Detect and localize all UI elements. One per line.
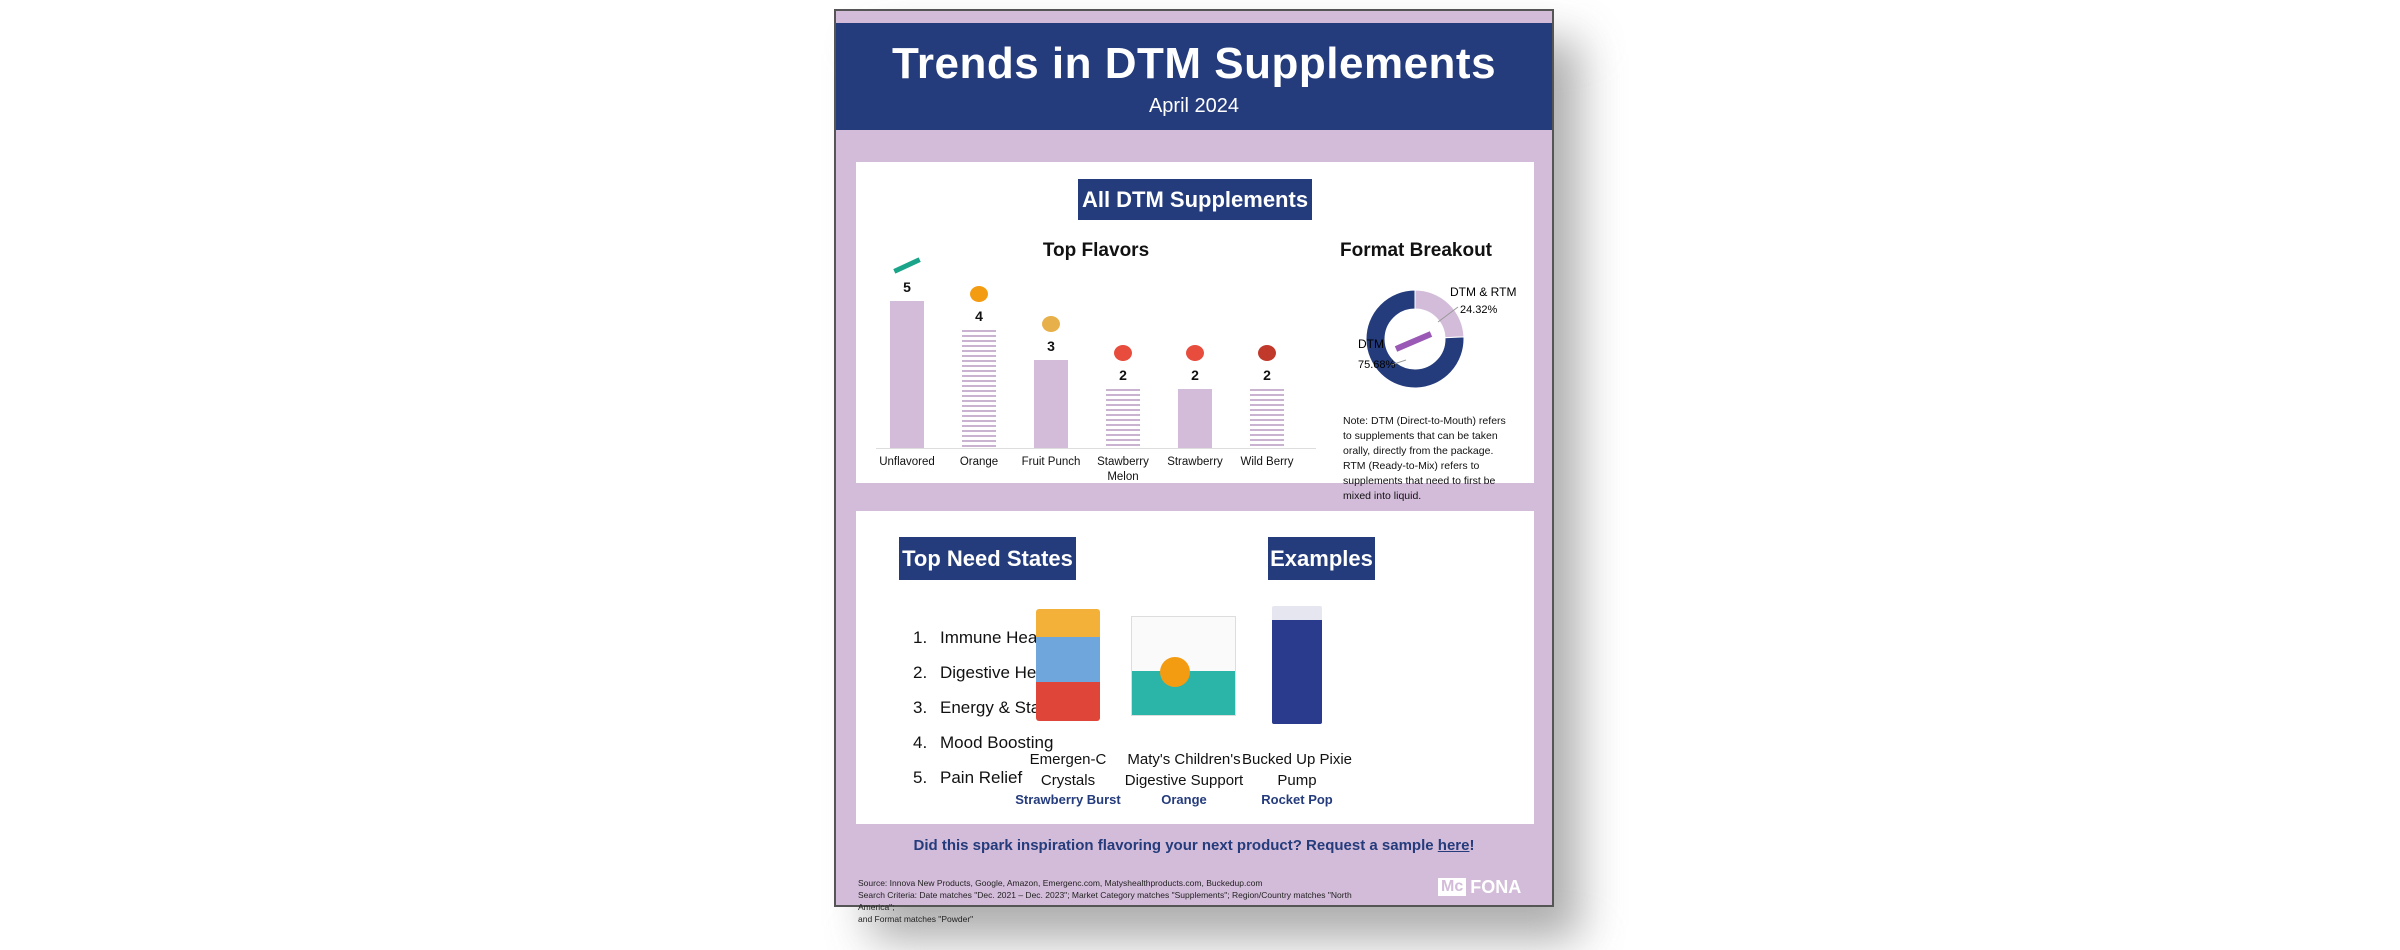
- bar-category-label: Unflavored: [879, 456, 935, 468]
- example-name: Maty's Children's Digestive Support: [1124, 751, 1244, 789]
- cta-end: !: [1469, 837, 1475, 854]
- dtm-label: DTM: [1358, 337, 1384, 351]
- bar-category-label: Stawberry Melon: [1097, 456, 1149, 483]
- footer-sources: Source: Innova New Products, Google, Ama…: [858, 877, 1358, 925]
- document-page: Trends in DTM Supplements April 2024 All…: [834, 9, 1554, 924]
- bar-wild-berry: [1250, 389, 1284, 448]
- bar-category-label: Orange: [959, 456, 999, 468]
- stick-pack-icon: [1394, 331, 1433, 352]
- bar-strawberry: [1178, 389, 1212, 448]
- example-flavor: Strawberry Burst: [1015, 792, 1121, 807]
- flavor-icon: [893, 257, 921, 274]
- header-banner: Trends in DTM Supplements April 2024: [836, 23, 1552, 130]
- source-text: Source: Innova New Products, Google, Ama…: [858, 878, 1263, 888]
- example-flavor: Orange: [1161, 792, 1207, 807]
- need-states-label: Top Need States: [899, 537, 1076, 580]
- bar-value-label: 3: [1047, 337, 1055, 354]
- dtm-rtm-label: DTM & RTM: [1450, 285, 1516, 299]
- chart-title-format-breakout: Format Breakout: [1339, 240, 1493, 261]
- bar-category-label: Fruit Punch: [1021, 456, 1081, 468]
- flavor-icon: [1186, 345, 1204, 362]
- chart-title-top-flavors: Top Flavors: [1042, 240, 1150, 261]
- dtm-rtm-leader-line: [1437, 306, 1459, 323]
- request-sample-link[interactable]: here: [1437, 837, 1470, 854]
- product-image-matys: [1131, 616, 1236, 716]
- criteria-text-2: and Format matches "Powder": [858, 914, 974, 924]
- donut-chart: DTM 75.68% DTM & RTM 24.32%: [1358, 285, 1516, 389]
- bar-stawberry-melon: [1106, 389, 1140, 448]
- bar-unflavored: [890, 301, 924, 448]
- flavor-icon: [1114, 345, 1132, 362]
- bar-orange: [962, 330, 996, 448]
- cta-message: Did this spark inspiration flavoring you…: [913, 837, 1438, 854]
- format-note: Note: DTM (Direct-to-Mouth) refers to su…: [1343, 415, 1506, 502]
- bar-category-label: Wild Berry: [1240, 456, 1294, 468]
- dtm-leader-line: [1390, 359, 1407, 366]
- need-state-item: 5. Pain Relief: [913, 768, 1023, 787]
- section-label: All DTM Supplements: [1078, 179, 1312, 220]
- bar-value-label: 2: [1263, 367, 1271, 384]
- product-image-bucked-up: [1272, 606, 1322, 724]
- criteria-text: Search Criteria: Date matches "Dec. 2021…: [858, 890, 1352, 912]
- bar-value-label: 2: [1191, 367, 1199, 384]
- all-dtm-panel: All DTM Supplements Top Flavors 5 Unflavo…: [856, 162, 1534, 502]
- example-name: Emergen-C Crystals: [1029, 751, 1107, 789]
- dtm-value: 75.68%: [1358, 359, 1396, 371]
- examples-label: Examples: [1268, 537, 1375, 580]
- need-state-item: 2. Digestive Health: [913, 663, 1064, 682]
- need-states-panel: Top Need States Examples 1. Immune Health…: [856, 511, 1534, 824]
- product-image-emergen-c: [1036, 609, 1100, 721]
- flavor-icon: [1258, 345, 1276, 362]
- page-title: Trends in DTM Supplements: [891, 39, 1497, 88]
- bar-fruit-punch: [1034, 359, 1068, 448]
- donut-slice-dtm: [1365, 289, 1465, 389]
- bar-value-label: 2: [1119, 367, 1127, 384]
- fona-logo: Mc FONA: [1438, 873, 1534, 901]
- page-subtitle: April 2024: [1148, 95, 1240, 117]
- bar-value-label: 5: [903, 279, 911, 295]
- bar-category-label: Strawberry: [1167, 456, 1223, 468]
- chart-baseline: [876, 448, 1316, 449]
- need-state-item: 4. Mood Boosting: [913, 733, 1054, 752]
- cta-text: Did this spark inspiration flavoring you…: [836, 837, 1552, 854]
- example-name: Bucked Up Pixie Pump: [1241, 751, 1353, 789]
- need-state-item: 1. Immune Health: [913, 628, 1056, 647]
- dtm-rtm-value: 24.32%: [1460, 304, 1498, 316]
- flavor-icon: [970, 286, 988, 303]
- bar-value-label: 4: [975, 308, 983, 325]
- example-flavor: Rocket Pop: [1261, 792, 1333, 807]
- flavor-icon: [1042, 315, 1060, 332]
